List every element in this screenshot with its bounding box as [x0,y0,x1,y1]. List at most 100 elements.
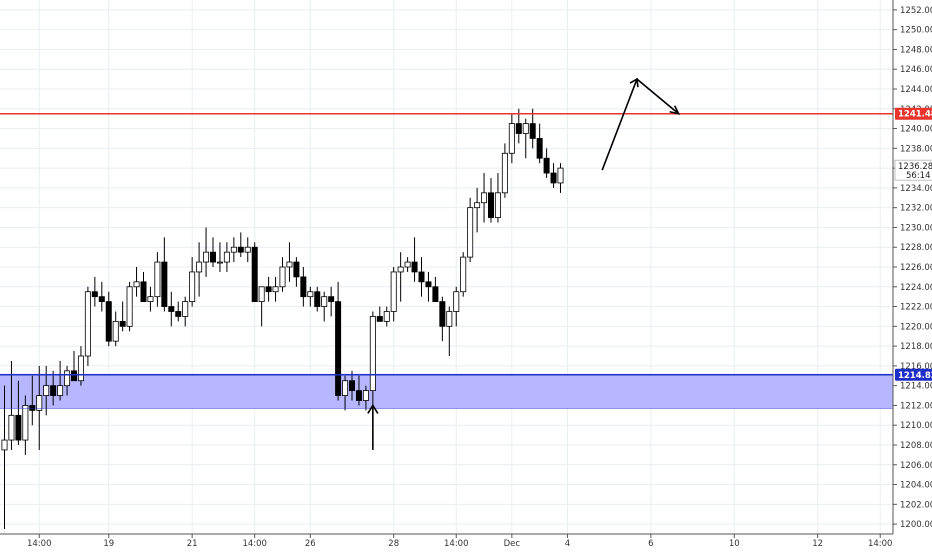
level-lines-layer [0,112,893,409]
candle [307,286,314,307]
candle-body [362,390,369,401]
candle-body [279,266,286,288]
price-tick-label: 1218.000 [900,342,932,352]
candle-body [411,261,418,273]
candle [348,370,355,401]
candle-body [348,380,355,392]
candle [342,375,349,411]
resistance-price-label: 1241.489 [898,110,932,120]
price-tick-label: 1214.000 [900,382,932,392]
candle-body [91,291,98,298]
up-arrow-head [367,403,379,414]
price-tick-label: 1216.000 [900,362,932,372]
candle-body [328,296,335,303]
candle-body [105,301,112,342]
candle-body [168,306,175,312]
candle [77,346,84,386]
candle-body [536,138,543,159]
candle [161,237,168,312]
candle-body [154,261,161,298]
candle-body [84,291,91,357]
candle-body [216,261,223,264]
candles-layer [1,108,564,530]
candle-body [293,261,300,278]
candle-body [487,192,494,218]
candle [126,281,133,332]
candle [196,242,203,297]
candle-body [474,202,481,209]
candle-body [230,246,237,253]
price-tick-label: 1202.000 [900,500,932,510]
candle-body [383,311,390,322]
price-tick-label: 1232.000 [900,204,932,214]
candle [397,252,404,302]
price-tick-label: 1220.000 [900,322,932,332]
candle-body [397,266,404,273]
candle-body [147,296,154,303]
price-axis-background [893,0,932,550]
candle [216,242,223,272]
time-tick-label: Dec [504,539,521,549]
time-tick-label: 14:00 [242,539,267,549]
price-tick-label: 1230.000 [900,223,932,233]
candle [522,118,529,159]
candle [237,232,244,258]
candle-body [508,123,515,154]
candle [536,123,543,164]
candle [293,257,300,287]
candle [501,143,508,198]
candle [223,242,230,272]
candle [355,375,362,406]
candle [98,281,105,312]
price-tick-label: 1246.000 [900,65,932,75]
candle-body [265,286,272,293]
support-zone [0,373,893,409]
candle-body [446,311,453,327]
candle-body [272,286,279,293]
candle [481,173,488,223]
time-tick-label: 14:00 [868,539,893,549]
last-price-tag [894,159,932,181]
candle-body [376,316,383,322]
candle [8,360,15,450]
candle [300,267,307,307]
candle-body [22,405,29,441]
price-tick-label: 1210.000 [900,421,932,431]
candle [335,281,342,401]
candle-body [175,311,182,317]
projection-path [601,77,680,171]
candle [508,113,515,164]
candle-body [286,261,293,268]
candle-body [369,316,376,392]
candle [265,276,272,302]
candle-body [50,385,57,396]
time-tick-label: 4 [565,539,570,549]
candle [460,252,467,297]
candle-body [467,207,474,258]
time-tick-label: 19 [103,539,114,549]
candle-body [36,395,43,411]
candle [64,365,71,396]
candle [203,227,210,277]
candle [154,252,161,307]
candle [369,311,376,406]
candle [314,286,321,312]
candle [286,242,293,282]
candle [258,286,265,327]
candle [432,276,439,303]
price-tick-label: 1234.000 [900,184,932,194]
candle [557,163,564,193]
candle [467,197,474,263]
candle-body [64,370,71,387]
candle-body [98,296,105,303]
candle-body [355,390,362,401]
candle-body [522,123,529,134]
candle-body [237,246,244,253]
candle [390,267,397,322]
candle-body [300,276,307,298]
candle [404,257,411,272]
candle [362,385,369,411]
candle-body [8,414,15,441]
